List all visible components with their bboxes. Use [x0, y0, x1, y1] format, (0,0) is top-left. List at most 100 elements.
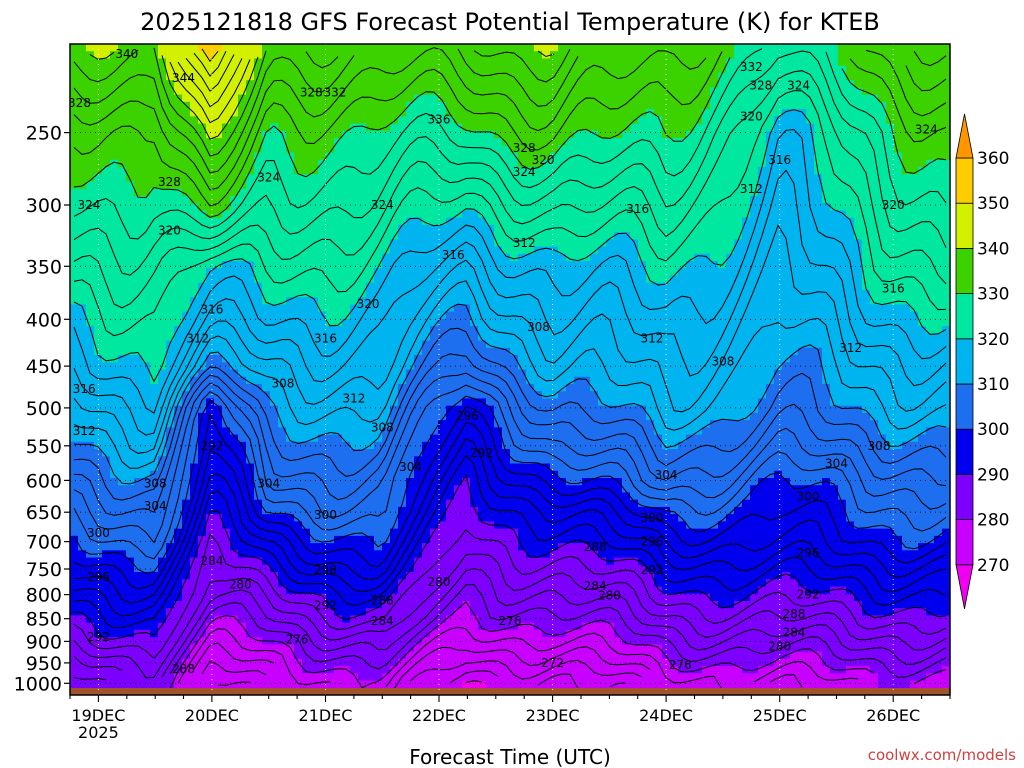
- field-cell: [198, 622, 207, 631]
- field-cell: [70, 485, 79, 494]
- field-cell: [438, 94, 447, 103]
- field-cell: [78, 51, 87, 60]
- field-cell: [126, 130, 135, 139]
- field-cell: [158, 506, 167, 515]
- field-cell: [78, 441, 87, 450]
- field-cell: [390, 405, 399, 414]
- field-cell: [334, 304, 343, 313]
- field-cell: [478, 463, 487, 472]
- field-cell: [286, 680, 295, 689]
- field-cell: [510, 297, 519, 305]
- field-cell: [430, 268, 439, 277]
- field-cell: [374, 268, 383, 277]
- field-cell: [158, 159, 167, 168]
- field-cell: [270, 572, 279, 580]
- field-cell: [94, 579, 103, 588]
- field-cell: [150, 405, 159, 414]
- field-cell: [206, 347, 215, 356]
- field-cell: [246, 492, 255, 501]
- field-cell: [142, 159, 151, 168]
- field-cell: [246, 586, 255, 595]
- field-cell: [158, 637, 167, 645]
- field-cell: [166, 593, 175, 602]
- field-cell: [382, 210, 391, 219]
- field-cell: [294, 116, 303, 125]
- field-cell: [190, 297, 199, 305]
- field-cell: [462, 261, 471, 269]
- field-cell: [230, 246, 239, 255]
- field-cell: [254, 275, 263, 284]
- field-cell: [454, 434, 463, 443]
- field-cell: [134, 195, 143, 204]
- field-cell: [502, 275, 511, 284]
- field-cell: [406, 44, 415, 52]
- field-cell: [86, 174, 95, 183]
- field-cell: [430, 326, 439, 334]
- field-cell: [326, 608, 335, 617]
- field-cell: [374, 506, 383, 515]
- field-cell: [350, 152, 359, 161]
- field-cell: [462, 449, 471, 457]
- field-cell: [406, 629, 415, 638]
- field-cell: [454, 564, 463, 573]
- field-cell: [454, 644, 463, 653]
- field-cell: [230, 268, 239, 277]
- field-cell: [126, 470, 135, 479]
- field-cell: [462, 441, 471, 450]
- field-cell: [102, 355, 111, 363]
- field-cell: [158, 347, 167, 356]
- field-cell: [142, 420, 151, 428]
- field-cell: [134, 543, 143, 551]
- field-cell: [438, 355, 447, 363]
- field-cell: [166, 326, 175, 334]
- field-cell: [462, 87, 471, 96]
- field-cell: [318, 253, 327, 262]
- field-cell: [166, 528, 175, 537]
- field-cell: [494, 514, 503, 522]
- field-cell: [390, 65, 399, 74]
- field-cell: [198, 94, 207, 103]
- field-cell: [238, 87, 247, 96]
- field-cell: [214, 159, 223, 168]
- field-cell: [150, 232, 159, 240]
- field-cell: [278, 94, 287, 103]
- field-cell: [414, 420, 423, 428]
- field-cell: [486, 282, 495, 291]
- field-cell: [414, 673, 423, 682]
- field-cell: [494, 376, 503, 385]
- field-cell: [174, 463, 183, 472]
- field-cell: [182, 535, 191, 544]
- field-cell: [318, 174, 327, 183]
- field-cell: [206, 485, 215, 494]
- field-cell: [126, 217, 135, 226]
- field-cell: [270, 405, 279, 414]
- field-cell: [150, 224, 159, 233]
- field-cell: [470, 333, 479, 342]
- field-cell: [294, 629, 303, 638]
- field-cell: [310, 622, 319, 631]
- field-cell: [446, 181, 455, 190]
- field-cell: [78, 478, 87, 486]
- field-cell: [390, 412, 399, 421]
- field-cell: [70, 289, 79, 298]
- field-cell: [94, 434, 103, 443]
- field-cell: [414, 181, 423, 190]
- field-cell: [238, 58, 247, 67]
- field-cell: [342, 232, 351, 240]
- field-cell: [486, 195, 495, 204]
- field-cell: [278, 210, 287, 219]
- field-cell: [158, 608, 167, 617]
- field-cell: [78, 44, 87, 52]
- field-cell: [238, 289, 247, 298]
- field-cell: [470, 651, 479, 660]
- field-cell: [142, 355, 151, 363]
- field-cell: [422, 174, 431, 183]
- field-cell: [310, 492, 319, 501]
- field-cell: [406, 478, 415, 486]
- field-cell: [438, 253, 447, 262]
- field-cell: [142, 203, 151, 211]
- field-cell: [374, 658, 383, 667]
- field-cell: [86, 261, 95, 269]
- field-cell: [478, 658, 487, 667]
- field-cell: [214, 58, 223, 67]
